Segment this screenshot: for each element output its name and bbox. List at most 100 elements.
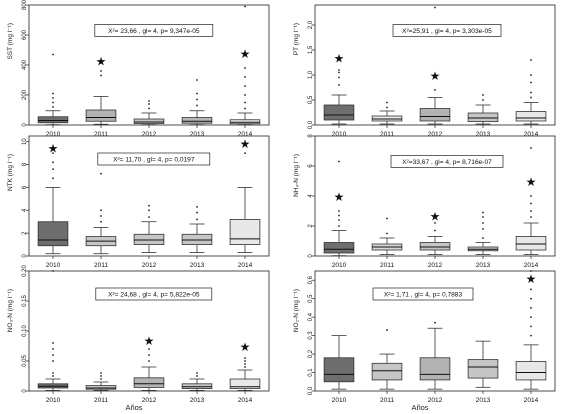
outlier-point xyxy=(100,172,102,175)
y-tick-label: 0.2 xyxy=(308,349,314,358)
box-2012 xyxy=(133,348,165,391)
iqr-box xyxy=(323,357,355,383)
outlier-point xyxy=(196,211,198,214)
outlier-point xyxy=(530,195,532,197)
y-axis-label: NH₄-N (mg l⁻¹) xyxy=(293,154,300,197)
outlier-point xyxy=(100,378,102,380)
outlier-point xyxy=(196,98,198,101)
x-tick-label: 2011 xyxy=(94,397,108,404)
outlier-point xyxy=(482,94,484,96)
x-tick-label: 2013 xyxy=(190,262,205,269)
outlier-point xyxy=(530,297,532,300)
iqr-box xyxy=(133,377,165,388)
significance-star: ★ xyxy=(526,272,537,286)
x-tick-label: 2010 xyxy=(332,131,347,138)
outlier-point xyxy=(148,360,150,362)
kruskal-wallis-result: X²=25,91 , gl= 4, p= 3,303e-05 xyxy=(402,28,492,35)
outlier-point xyxy=(52,168,54,171)
y-tick-label: 200 xyxy=(22,89,28,100)
y-tick-label: 2 xyxy=(308,224,314,228)
x-axis-title-right: Años xyxy=(411,403,428,412)
y-tick-label: 0.3 xyxy=(308,331,314,340)
outlier-point xyxy=(338,69,340,71)
outlier-point xyxy=(244,67,246,69)
y-tick-label: 0,5 xyxy=(308,95,314,104)
iqr-box xyxy=(515,361,547,381)
y-tick-label: 0.4 xyxy=(308,312,314,321)
outlier-point xyxy=(434,321,436,324)
y-axis-label: NO₂-N (mg l⁻¹) xyxy=(293,289,300,332)
outlier-point xyxy=(482,99,484,101)
box-2010 xyxy=(323,335,355,390)
x-tick-label: 2013 xyxy=(476,262,491,269)
stat-box xyxy=(94,24,214,37)
iqr-box xyxy=(181,117,213,124)
significance-star: ★ xyxy=(240,137,251,151)
outlier-point xyxy=(244,5,246,8)
outlier-point xyxy=(386,232,388,235)
outlier-point xyxy=(52,97,54,99)
outlier-point xyxy=(530,334,532,337)
iqr-box xyxy=(515,111,547,122)
y-tick-label: 2 xyxy=(22,231,28,235)
y-tick-label: 8 xyxy=(308,134,314,138)
x-tick-label: 2011 xyxy=(380,131,394,138)
box-2011 xyxy=(371,101,403,125)
box-2014 xyxy=(515,270,547,390)
outlier-point xyxy=(244,101,246,104)
kruskal-wallis-result: X²= 23,66 , gl= 4, p= 9,347e-05 xyxy=(108,28,200,35)
y-axis-label: PT (mg l⁻¹) xyxy=(293,23,300,55)
y-tick-label: 0 xyxy=(308,254,314,258)
outlier-point xyxy=(338,225,340,227)
y-tick-label: 400 xyxy=(22,59,28,70)
outlier-point xyxy=(196,92,198,95)
outlier-point xyxy=(100,209,102,212)
box-2010 xyxy=(37,53,69,126)
y-tick-label: 0.1 xyxy=(308,368,314,377)
outlier-point xyxy=(148,100,150,102)
box-2014 xyxy=(229,5,261,126)
stat-box xyxy=(372,287,474,301)
box-2010 xyxy=(37,270,69,391)
significance-star: ★ xyxy=(240,47,251,61)
x-tick-label: 2012 xyxy=(428,397,443,404)
box-2013 xyxy=(467,340,499,388)
box-2012 xyxy=(419,321,451,390)
outlier-point xyxy=(244,107,246,110)
plot-frame xyxy=(28,4,270,126)
x-tick-label: 2012 xyxy=(428,262,443,269)
outlier-point xyxy=(52,372,54,374)
outlier-point xyxy=(100,372,102,374)
x-tick-label: 2012 xyxy=(142,397,157,404)
iqr-box xyxy=(229,219,261,245)
outlier-point xyxy=(196,372,198,374)
x-tick-label: 2013 xyxy=(476,397,491,404)
outlier-point xyxy=(100,74,102,77)
iqr-box xyxy=(85,109,117,122)
outlier-point xyxy=(386,106,388,109)
iqr-box xyxy=(371,362,403,381)
outlier-point xyxy=(386,217,388,220)
y-tick-label: 800 xyxy=(22,0,28,10)
outlier-point xyxy=(386,329,388,331)
outlier-point xyxy=(338,160,340,163)
outlier-point xyxy=(482,211,484,214)
outlier-point xyxy=(148,348,150,350)
x-tick-label: 2014 xyxy=(524,262,539,269)
box-2012 xyxy=(419,6,451,125)
significance-star: ★ xyxy=(526,175,537,189)
outlier-point xyxy=(482,222,484,224)
y-tick-label: 0.5 xyxy=(308,294,314,303)
outlier-point xyxy=(530,210,532,212)
y-axis-label: SST (mg l⁻¹) xyxy=(7,23,14,60)
y-tick-label: 0.15 xyxy=(22,295,28,307)
stat-box xyxy=(390,155,504,168)
outlier-point xyxy=(530,59,532,61)
x-tick-label: 2013 xyxy=(190,131,205,138)
box-2014 xyxy=(229,143,261,253)
outlier-point xyxy=(148,103,150,105)
y-tick-label: 0.20 xyxy=(22,265,28,277)
iqr-box xyxy=(323,242,355,254)
outlier-point xyxy=(244,76,246,78)
